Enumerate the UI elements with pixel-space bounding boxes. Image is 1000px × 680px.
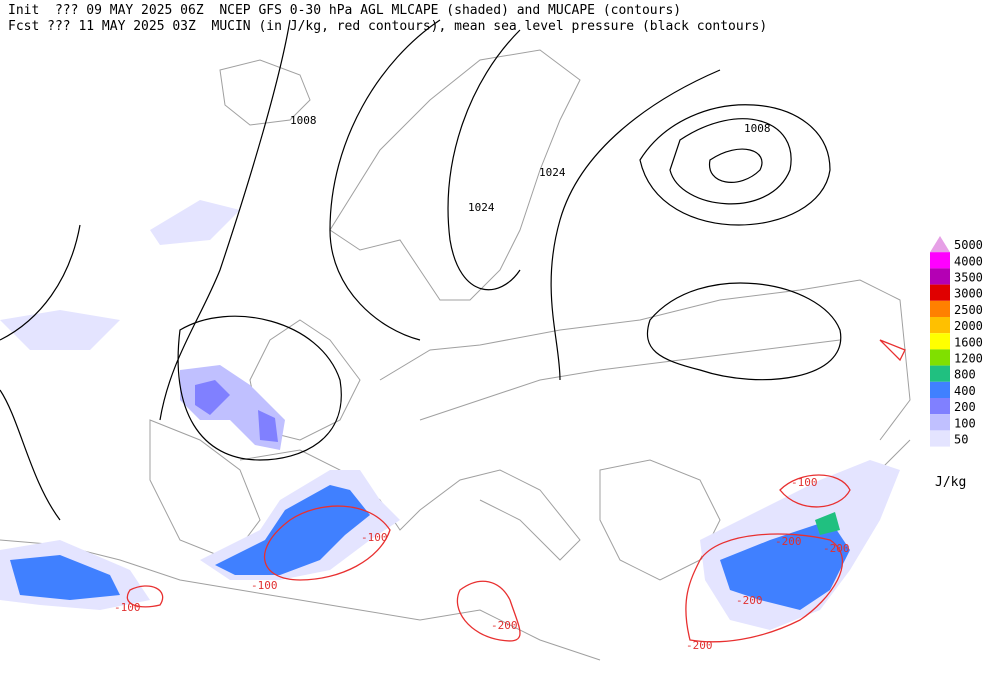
isobars: [0, 19, 842, 521]
header-line: Init ??? 09 MAY 2025 06Z NCEP GFS 0-30 h…: [8, 3, 681, 18]
legend-label: 2500: [954, 303, 983, 317]
legend-label: 3000: [954, 287, 983, 301]
legend-label: 2000: [954, 319, 983, 333]
legend-swatch: [930, 349, 950, 366]
legend-label: 1200: [954, 352, 983, 366]
legend-swatch: [930, 381, 950, 398]
legend-label: 100: [954, 416, 976, 430]
pressure-labels: 1008 1024 1024 1008: [290, 114, 771, 214]
cin-label: -200: [686, 639, 713, 652]
legend-swatch: [930, 398, 950, 415]
legend-swatch: [930, 252, 950, 269]
legend-label: 50: [954, 433, 968, 447]
legend-swatch: [930, 284, 950, 301]
legend-label: 5000: [954, 238, 983, 252]
legend-swatch: [930, 268, 950, 285]
pressure-label: 1008: [744, 122, 771, 135]
legend-swatch: [930, 365, 950, 382]
cin-label: -200: [823, 542, 850, 555]
legend-label: 400: [954, 384, 976, 398]
cin-label: -100: [114, 601, 141, 614]
legend-swatch: [930, 430, 950, 447]
cin-labels: -100 -100 -100 -200 -100 -200 -200 -200 …: [114, 476, 850, 652]
legend-swatch: [930, 333, 950, 350]
legend-label: 3500: [954, 271, 983, 285]
legend: 5000 4000 3500 3000 2500 2000 1600 1200 800 400 20…: [930, 236, 983, 447]
cin-contours: [126, 339, 906, 643]
legend-swatch: [930, 236, 950, 253]
cin-label: -100: [361, 531, 388, 544]
cin-label: -200: [736, 594, 763, 607]
cin-label: -200: [775, 535, 802, 548]
pressure-label: 1024: [468, 201, 495, 214]
legend-swatch: [930, 414, 950, 431]
legend-label: 4000: [954, 254, 983, 268]
cin-label: -200: [491, 619, 518, 632]
pressure-label: 1008: [290, 114, 317, 127]
legend-unit: J/kg: [935, 475, 966, 490]
header-line: Fcst ??? 11 MAY 2025 03Z MUCIN (in J/kg,…: [8, 19, 767, 34]
legend-label: 200: [954, 400, 976, 414]
legend-swatch: [930, 317, 950, 334]
cin-label: -100: [251, 579, 278, 592]
legend-label: 1600: [954, 335, 983, 349]
legend-label: 800: [954, 368, 976, 382]
pressure-label: 1024: [539, 166, 566, 179]
cape-shading: [0, 200, 900, 630]
cin-label: -100: [791, 476, 818, 489]
legend-swatch: [930, 300, 950, 317]
